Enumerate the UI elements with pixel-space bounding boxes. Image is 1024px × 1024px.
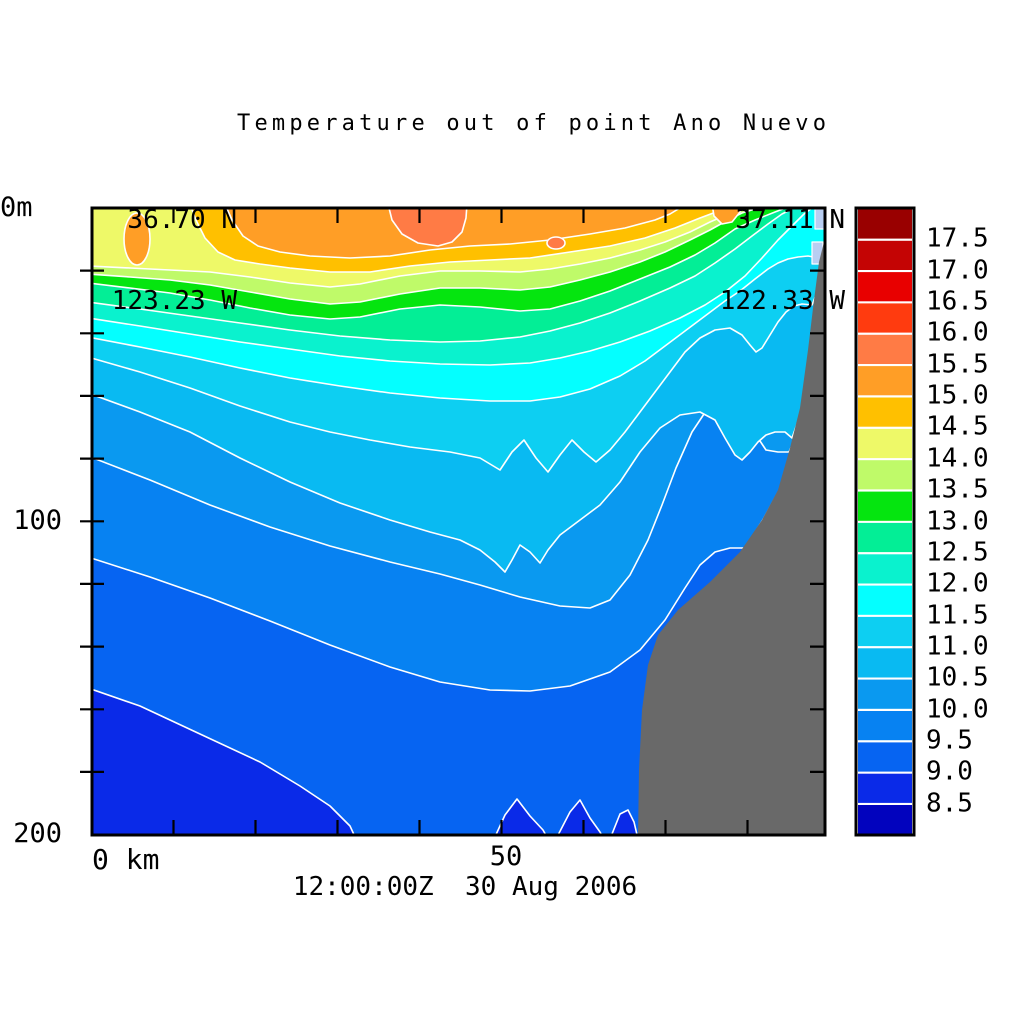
- colorbar-label: 15.0: [926, 380, 989, 410]
- colorbar-swatch: [858, 523, 912, 552]
- section-start-coordinates: 36.70 N 123.23 W: [37, 152, 237, 343]
- y-axis-label-0m: 0m: [0, 194, 70, 222]
- colorbar-label: 14.5: [926, 412, 989, 442]
- colorbar-swatch: [858, 742, 912, 771]
- colorbar-swatch: [858, 586, 912, 615]
- section-end-coordinates: 37.11 N 122.33 W: [645, 152, 845, 343]
- colorbar-label: 8.5: [926, 788, 973, 818]
- colorbar-label: 11.5: [926, 600, 989, 630]
- colorbar-swatch: [858, 272, 912, 301]
- colorbar-swatch: [858, 303, 912, 332]
- colorbar-swatch: [858, 774, 912, 803]
- colorbar-swatch: [858, 648, 912, 677]
- colorbar-label: 16.5: [926, 286, 989, 316]
- colorbar-background: [856, 208, 914, 835]
- x-axis-label-0km: 0 km: [92, 845, 159, 874]
- colorbar-label: 9.0: [926, 757, 973, 787]
- colorbar-label: 13.5: [926, 475, 989, 505]
- colorbar-label: 16.0: [926, 318, 989, 348]
- colorbar-label: 12.0: [926, 569, 989, 599]
- colorbar-swatch: [858, 398, 912, 427]
- colorbar-swatch: [858, 617, 912, 646]
- x-axis-label-50km: 50: [480, 843, 532, 871]
- colorbar-swatch: [858, 241, 912, 270]
- colorbar-swatch: [858, 335, 912, 364]
- colorbar-label: 11.0: [926, 631, 989, 661]
- colorbar-swatch: [858, 554, 912, 583]
- end-longitude: 122.33 W: [645, 288, 845, 315]
- colorbar-swatch: [858, 460, 912, 489]
- colorbar-label: 17.0: [926, 255, 989, 285]
- colorbar-label: 15.5: [926, 349, 989, 379]
- colorbar-swatch: [858, 366, 912, 395]
- y-axis-label-200m: 200: [2, 820, 62, 848]
- page-title: Temperature out of point Ano Nuevo: [237, 112, 830, 135]
- warm-patch-15.5-small: [547, 237, 565, 249]
- colorbar-swatch: [858, 492, 912, 521]
- colorbar-label: 10.5: [926, 663, 989, 693]
- colorbar-swatch: [858, 805, 912, 834]
- colorbar-swatch: [858, 711, 912, 740]
- colorbar-label: 13.0: [926, 506, 989, 536]
- end-latitude: 37.11 N: [645, 207, 845, 234]
- colorbar-label: 17.5: [926, 224, 989, 254]
- y-axis-label-100m: 100: [2, 507, 62, 535]
- colorbar-label: 10.0: [926, 694, 989, 724]
- colorbar-swatch: [858, 680, 912, 709]
- colorbar-swatch: [858, 209, 912, 238]
- timestamp: 12:00:00Z 30 Aug 2006: [230, 874, 700, 901]
- colorbar-label: 9.5: [926, 725, 973, 755]
- colorbar-label: 12.5: [926, 537, 989, 567]
- start-longitude: 123.23 W: [37, 288, 237, 315]
- colorbar-swatch: [858, 429, 912, 458]
- colorbar-label: 14.0: [926, 443, 989, 473]
